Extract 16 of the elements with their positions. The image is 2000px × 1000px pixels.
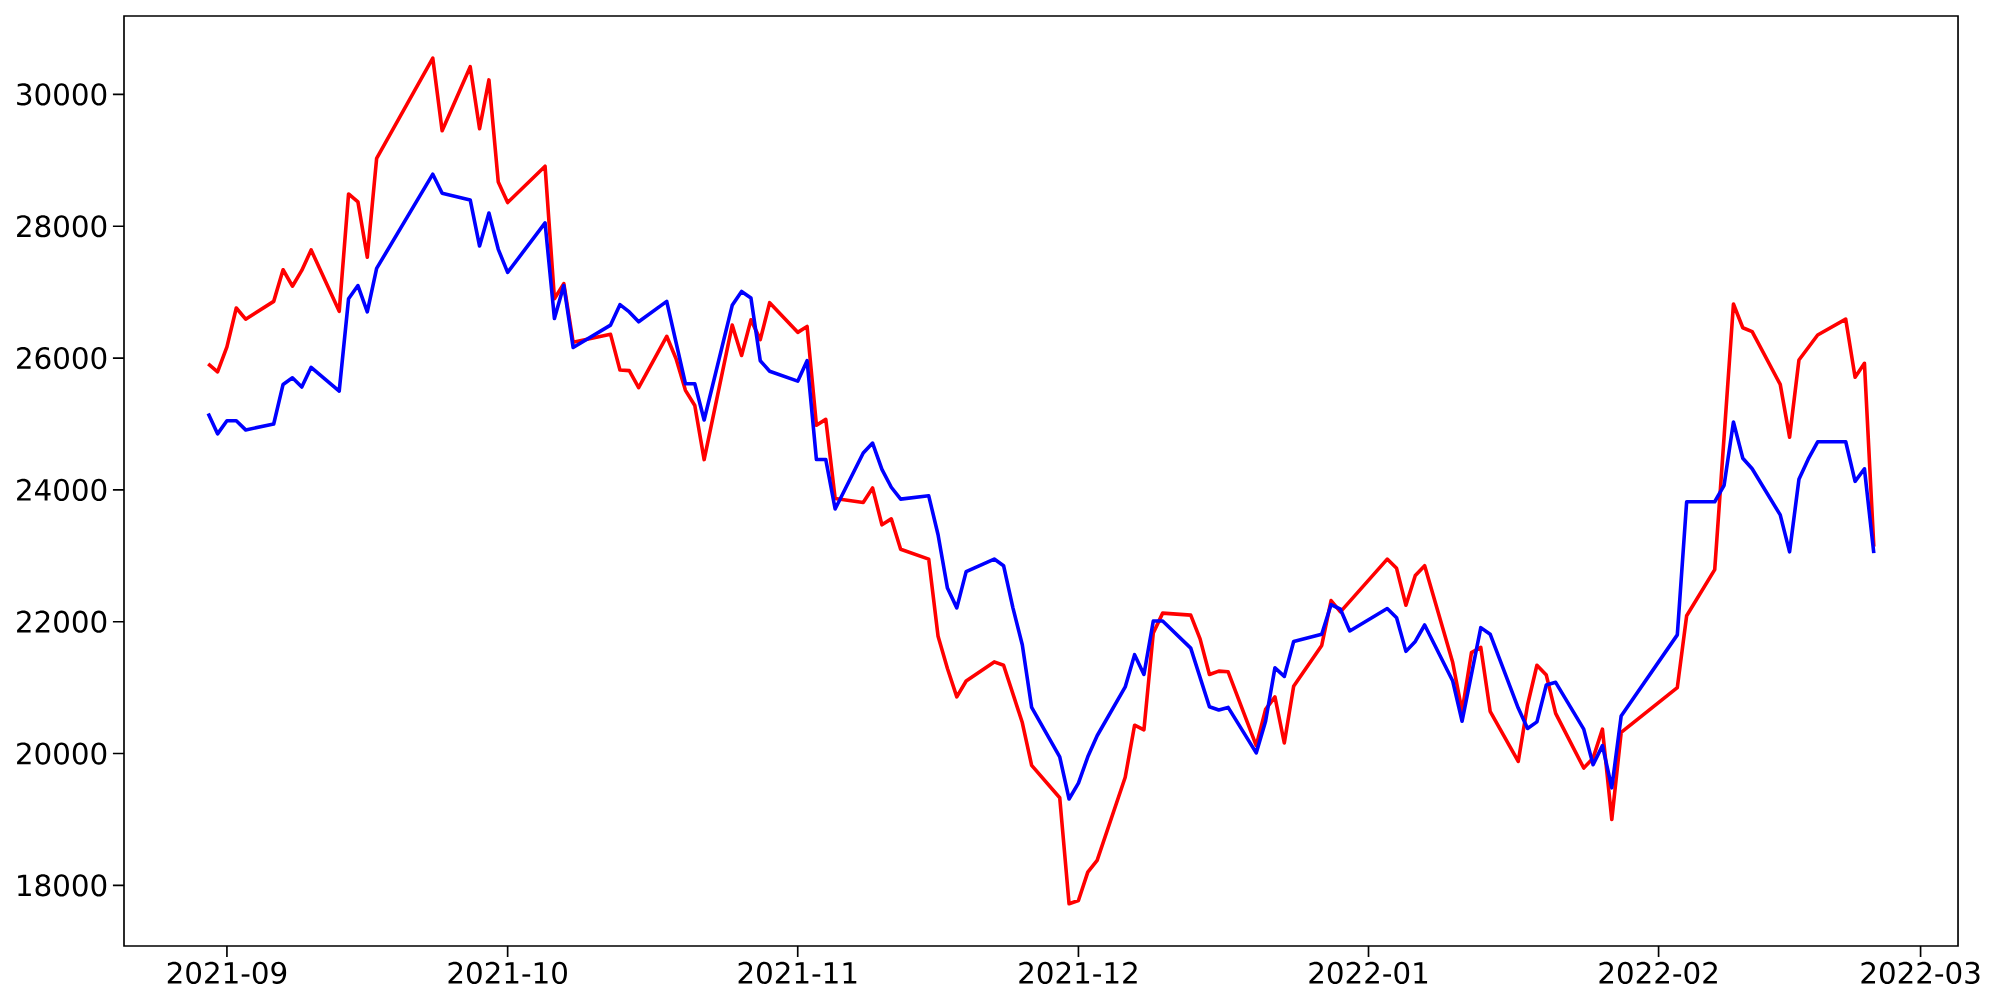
x-tick-label: 2022-02 [1599,961,1717,984]
line-series [206,172,1876,801]
y-tick-label: 24000 [17,478,107,501]
y-tick-label: 20000 [17,742,107,765]
line-series [206,56,1876,906]
y-tick-label: 28000 [17,215,107,238]
y-tick-label: 22000 [17,610,107,633]
y-tick-label: 30000 [17,83,107,106]
x-tick-label: 2021-10 [448,961,567,984]
x-tick-label: 2022-03 [1861,961,1980,984]
x-tick-label: 2021-11 [738,961,857,984]
x-tick-label: 2021-09 [167,961,287,984]
x-tick-label: 2022-01 [1309,961,1428,984]
y-tick-label: 26000 [17,346,107,370]
y-tick-label: 18000 [18,874,107,897]
x-tick-label: 2021-12 [1019,961,1137,984]
